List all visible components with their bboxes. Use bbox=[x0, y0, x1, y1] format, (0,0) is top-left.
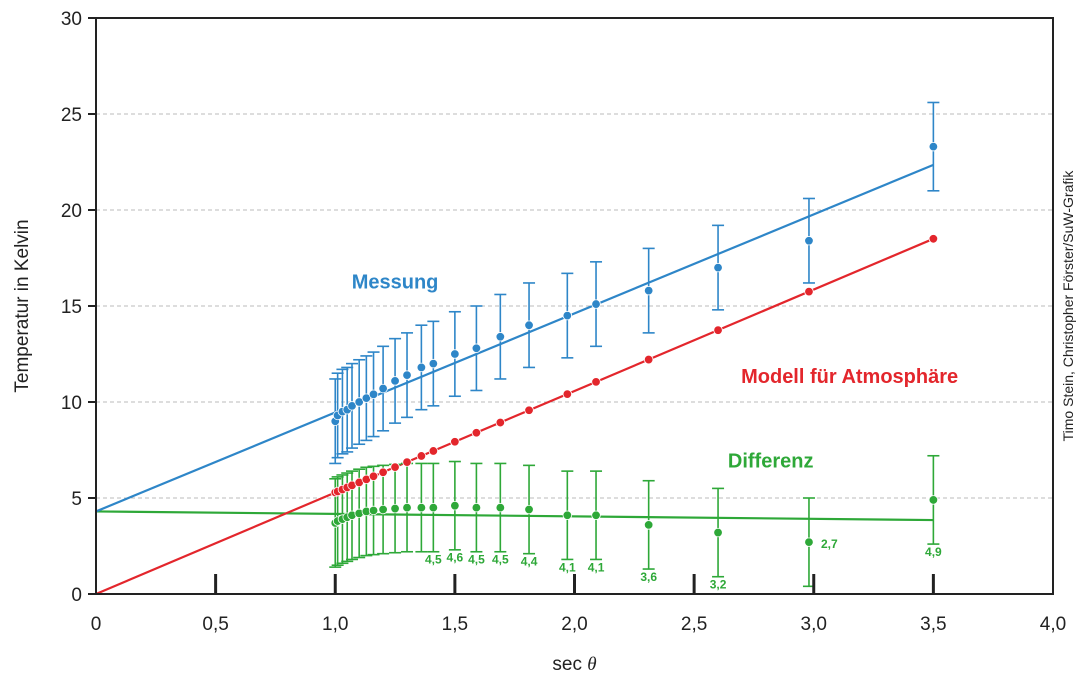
x-tick-label: 1,5 bbox=[442, 614, 468, 635]
data-points bbox=[330, 141, 939, 547]
data-point-1 bbox=[713, 325, 723, 335]
data-point-1 bbox=[495, 417, 506, 428]
x-axis-title-symbol: θ bbox=[587, 654, 596, 675]
fit-line-2 bbox=[95, 510, 934, 522]
grid-lines bbox=[96, 113, 1053, 499]
x-tick-label: 0 bbox=[91, 614, 102, 635]
difference-value-label: 2,7 bbox=[821, 537, 838, 551]
data-point-2 bbox=[495, 502, 506, 513]
data-point-0 bbox=[713, 262, 723, 273]
data-point-0 bbox=[471, 343, 482, 353]
difference-annotations: 4,5 4,6 4,5 4,5 4,4 4,1 4,1 3,6 3,2 2,7 4,9 bbox=[425, 537, 942, 591]
data-point-2 bbox=[471, 502, 482, 513]
difference-value-label: 3,2 bbox=[710, 578, 727, 592]
data-point-1 bbox=[450, 437, 460, 447]
data-point-0 bbox=[562, 310, 573, 321]
data-point-2 bbox=[562, 510, 573, 520]
difference-value-label: 4,5 bbox=[492, 553, 509, 567]
y-axis-title: Temperatur in Kelvin bbox=[12, 219, 33, 392]
data-point-0 bbox=[450, 349, 460, 359]
y-tick-label: 30 bbox=[61, 9, 82, 30]
data-point-1 bbox=[928, 234, 939, 244]
data-point-1 bbox=[804, 286, 814, 297]
data-point-1 bbox=[416, 451, 427, 461]
difference-value-label: 4,9 bbox=[925, 545, 942, 559]
data-point-1 bbox=[390, 462, 400, 472]
data-point-2 bbox=[713, 527, 723, 538]
data-point-0 bbox=[368, 389, 379, 400]
data-point-2 bbox=[390, 503, 400, 514]
data-point-0 bbox=[591, 299, 601, 309]
x-tick-label: 3,0 bbox=[801, 614, 827, 635]
data-point-0 bbox=[402, 370, 412, 380]
y-tick-label: 5 bbox=[71, 489, 82, 510]
data-point-0 bbox=[354, 397, 364, 407]
data-point-2 bbox=[368, 505, 379, 516]
y-tick-label: 15 bbox=[61, 297, 82, 318]
y-tick-label: 0 bbox=[71, 585, 82, 606]
data-point-1 bbox=[591, 377, 601, 387]
data-point-0 bbox=[416, 362, 427, 373]
y-tick-label: 20 bbox=[61, 201, 82, 222]
data-point-0 bbox=[390, 376, 400, 386]
data-point-2 bbox=[416, 502, 427, 513]
x-axis-title: sec θ bbox=[552, 654, 596, 675]
y-tick-label: 25 bbox=[61, 105, 82, 126]
data-point-1 bbox=[402, 457, 412, 467]
image-credit: Timo Stein, Christopher Förster/SuW-Graf… bbox=[1060, 170, 1076, 442]
data-point-2 bbox=[524, 504, 534, 515]
data-point-1 bbox=[428, 446, 439, 456]
fit-line-1 bbox=[95, 237, 934, 596]
data-point-1 bbox=[471, 428, 482, 438]
data-point-0 bbox=[804, 236, 814, 246]
x-tick-label: 3,5 bbox=[920, 614, 946, 635]
x-tick-label: 2,5 bbox=[681, 614, 707, 635]
error-bars bbox=[329, 101, 940, 588]
data-point-1 bbox=[368, 471, 379, 482]
data-point-1 bbox=[562, 389, 573, 399]
data-point-2 bbox=[402, 502, 412, 513]
series-label: Modell für Atmosphäre bbox=[741, 366, 958, 388]
data-point-0 bbox=[928, 141, 939, 152]
data-point-0 bbox=[378, 383, 388, 394]
data-point-0 bbox=[524, 320, 534, 330]
data-point-2 bbox=[428, 502, 439, 513]
series-label: Differenz bbox=[728, 450, 814, 472]
y-tick-label: 10 bbox=[61, 393, 82, 414]
difference-value-label: 4,1 bbox=[559, 560, 576, 574]
x-axis-title-prefix: sec bbox=[552, 654, 587, 675]
data-point-0 bbox=[643, 285, 654, 296]
difference-value-label: 3,6 bbox=[640, 570, 657, 584]
data-point-1 bbox=[378, 467, 388, 477]
data-point-2 bbox=[804, 537, 814, 547]
data-point-2 bbox=[450, 500, 460, 511]
data-point-0 bbox=[428, 358, 439, 369]
difference-value-label: 4,6 bbox=[447, 551, 464, 565]
difference-value-label: 4,5 bbox=[468, 553, 485, 567]
fit-lines bbox=[95, 163, 934, 596]
x-tick-label: 1,0 bbox=[322, 614, 348, 635]
x-tick-label: 2,0 bbox=[561, 614, 587, 635]
data-point-2 bbox=[591, 510, 601, 520]
data-point-0 bbox=[347, 401, 357, 411]
data-point-1 bbox=[643, 354, 654, 365]
data-point-2 bbox=[378, 504, 388, 515]
difference-value-label: 4,5 bbox=[425, 553, 442, 567]
fit-line-0 bbox=[95, 163, 934, 513]
axes: 0 5 10 15 20 25 30 0 0,5 1,0 1,5 2,0 2,5 3,0 3,5 4,0 bbox=[61, 9, 1066, 635]
data-point-1 bbox=[524, 405, 534, 415]
series-labels: Messung Modell für Atmosphäre Differenz bbox=[352, 272, 958, 473]
x-tick-label: 0,5 bbox=[202, 614, 228, 635]
x-tick-label: 4,0 bbox=[1040, 614, 1066, 635]
difference-value-label: 4,4 bbox=[521, 555, 538, 569]
data-point-2 bbox=[928, 495, 939, 505]
data-point-0 bbox=[495, 332, 506, 342]
series-label: Messung bbox=[352, 272, 439, 294]
difference-value-label: 4,1 bbox=[588, 560, 605, 574]
data-point-0 bbox=[361, 393, 372, 403]
data-point-2 bbox=[643, 520, 654, 530]
